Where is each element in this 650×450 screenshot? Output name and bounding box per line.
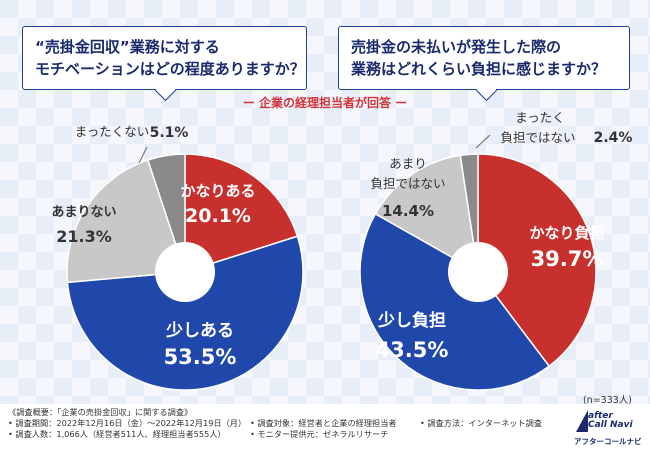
survey-period: • 調査期間：2022年12月16日（金）〜2022年12月19日（月）	[8, 418, 247, 428]
slice-mattaku-nai	[146, 153, 186, 273]
survey-target: • 調査対象：経営者と企業の経理担当者	[250, 418, 397, 428]
value-amari-nai: 21.3%	[56, 227, 112, 246]
slice-sukoshi-aru	[66, 235, 304, 391]
value-sukoshi-aru: 53.5%	[164, 345, 237, 369]
question-1-line-2: モチベーションはどの程度ありますか？	[35, 60, 305, 78]
value-amari-futan: 14.4%	[382, 202, 434, 220]
subtitle: ー 企業の経理担当者が回答 ー	[242, 96, 408, 110]
label-amari-futan-2: 負担ではない	[370, 176, 445, 191]
question-box-1: “売掛金回収”業務に対する モチベーションはどの程度ありますか？	[22, 26, 307, 102]
sample-size: (n=333人)	[582, 395, 632, 406]
value-kanari-aru: 20.1%	[185, 205, 251, 227]
label-mattaku-futan-2: 負担ではない	[500, 130, 575, 145]
slice-amari-nai	[66, 159, 187, 284]
label-sukoshi-aru: 少しある	[165, 321, 234, 341]
label-kanari-futan: かなり負担	[529, 224, 604, 242]
donut-chart-1	[66, 153, 304, 391]
question-2-line-2: 業務はどれくらい負担に感じますか？	[351, 60, 607, 78]
value-mattaku-nai: 5.1%	[150, 125, 189, 141]
logo-text: after Call Navi	[588, 412, 633, 430]
charts-canvas: かなりある 20.1% 少しある 53.5% あまりない 21.3% まったくな…	[51, 110, 633, 391]
slice-kanari-futan	[477, 153, 597, 368]
slice-amari-futan	[374, 154, 479, 274]
survey-count: • 調査人数：1,066人（経営者511人、経理担当者555人）	[8, 429, 226, 439]
survey-monitor: • モニター提供元：ゼネラルリサーチ	[250, 429, 389, 439]
after-call-navi-logo: after Call Navi アフターコールナビ	[574, 408, 642, 448]
leader-line	[475, 134, 491, 149]
logo-icon	[576, 410, 588, 432]
label-mattaku-nai: まったくない	[75, 124, 150, 139]
value-sukoshi-futan: 43.5%	[376, 338, 449, 362]
donut-hole	[155, 242, 215, 302]
value-mattaku-futan: 2.4%	[594, 130, 633, 146]
donut-hole	[448, 242, 508, 302]
label-amari-nai: あまりない	[51, 205, 116, 220]
survey-method: • 調査方法：インターネット調査	[420, 418, 543, 428]
logo-sub: アフターコールナビ	[574, 437, 642, 446]
label-sukoshi-futan: 少し負担	[377, 311, 446, 331]
label-kanari-aru: かなりある	[180, 182, 255, 200]
question-1-line-1: “売掛金回収”業務に対する	[35, 38, 220, 56]
logo-line-2: Call Navi	[588, 420, 633, 430]
footer: 《調査概要：「企業の売掛金回収」に関する調査》 • 調査期間：2022年12月1…	[0, 404, 650, 450]
donut-chart-2	[359, 153, 597, 391]
slice-kanari-aru	[184, 153, 299, 274]
question-2-line-1: 売掛金の未払いが発生した際の	[351, 38, 562, 56]
value-kanari-futan: 39.7%	[531, 247, 604, 271]
logo-line-1: after	[588, 411, 613, 421]
label-mattaku-futan-1: まったく	[515, 110, 565, 125]
leader-line	[138, 146, 148, 164]
survey-overview: 《調査概要：「企業の売掛金回収」に関する調査》	[8, 407, 193, 417]
slice-sukoshi-futan	[359, 212, 551, 391]
label-amari-futan-1: あまり	[389, 156, 427, 171]
question-box-2: 売掛金の未払いが発生した際の 業務はどれくらい負担に感じますか？	[338, 26, 630, 102]
